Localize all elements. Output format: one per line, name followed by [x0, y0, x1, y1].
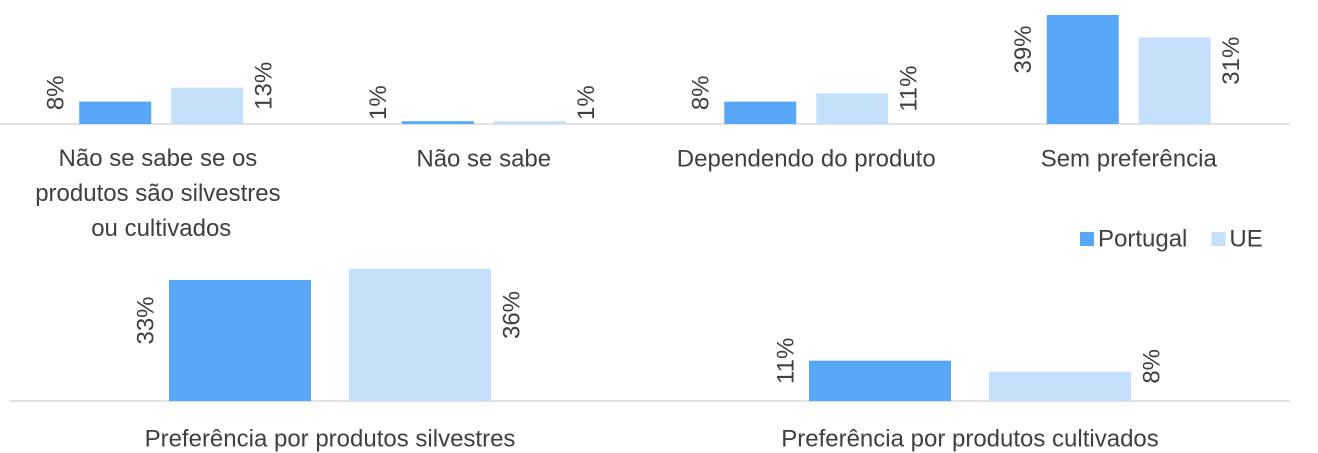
bar	[724, 101, 797, 124]
data-label: 31%	[1218, 37, 1245, 85]
bar	[493, 121, 566, 124]
category-label: Dependendo do produto	[677, 145, 936, 172]
bar	[1046, 15, 1119, 124]
category-label: Sem preferência	[1041, 145, 1218, 172]
data-label: 11%	[896, 65, 923, 111]
bar	[989, 371, 1131, 401]
data-label: 1%	[573, 85, 600, 120]
data-label: 33%	[132, 296, 159, 344]
data-label: 39%	[1010, 25, 1037, 73]
data-label: 11%	[772, 338, 799, 384]
bar	[1138, 37, 1211, 124]
bar	[809, 360, 951, 401]
bar	[401, 121, 474, 124]
data-label: 1%	[365, 85, 392, 120]
category-label: Preferência por produtos silvestres	[145, 425, 516, 452]
bar	[349, 269, 491, 401]
bar	[816, 93, 889, 124]
category-label: Preferência por produtos cultivados	[781, 425, 1159, 452]
data-label: 13%	[251, 62, 278, 110]
bar	[79, 101, 152, 124]
legend-swatch	[1080, 232, 1094, 246]
data-label: 8%	[688, 75, 715, 110]
bar	[169, 280, 311, 401]
data-label: 8%	[1138, 349, 1165, 384]
data-label: 8%	[43, 75, 70, 110]
category-label: Não se sabe	[416, 145, 551, 172]
category-label: Não se sabe se os produtos são silvestre…	[35, 145, 287, 242]
bar	[171, 87, 244, 124]
legend-label: Portugal	[1098, 225, 1187, 252]
data-label: 36%	[498, 291, 525, 339]
legend-swatch	[1211, 232, 1226, 246]
legend-label: UE	[1229, 225, 1262, 252]
